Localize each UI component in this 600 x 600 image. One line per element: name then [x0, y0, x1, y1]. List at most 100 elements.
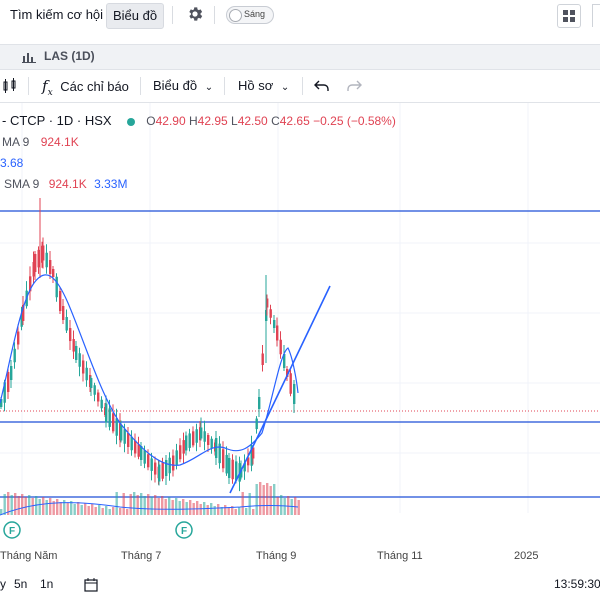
- close-label: C: [271, 114, 280, 128]
- candle-body: [59, 291, 62, 311]
- candle-body: [3, 382, 6, 403]
- volume-bar: [66, 503, 69, 515]
- candle-body: [185, 435, 188, 451]
- candle-style-icon[interactable]: [2, 78, 18, 94]
- candle-body: [228, 458, 231, 478]
- grid-icon: [563, 10, 575, 22]
- x-axis: Tháng Năm Tháng 7 Tháng 9 Tháng 11 2025: [0, 548, 600, 566]
- candle-body: [207, 435, 210, 445]
- theme-toggle[interactable]: Sáng: [226, 6, 274, 24]
- volume-bar: [196, 501, 199, 515]
- candle-body: [200, 427, 203, 439]
- candle-body: [45, 252, 48, 268]
- candle-body: [100, 399, 103, 409]
- chart-tab[interactable]: Biểu đồ: [106, 3, 165, 29]
- open-value: 42.90: [155, 114, 186, 128]
- chart-tab-bar: LAS (1D): [0, 44, 600, 70]
- low-value: 42.50: [237, 114, 268, 128]
- candle-body: [255, 418, 258, 430]
- volume-bar: [0, 509, 3, 515]
- candle-body: [130, 436, 133, 451]
- sma-label: SMA 9: [4, 177, 40, 191]
- candle-body: [175, 450, 178, 465]
- volume-bar: [266, 483, 269, 515]
- volume-bar: [14, 493, 17, 515]
- profile-dropdown[interactable]: Hồ sơ ⌄: [238, 77, 289, 97]
- candle-body: [112, 413, 115, 432]
- volume-bar: [273, 484, 276, 515]
- candle-body: [82, 360, 85, 374]
- candle-body: [218, 443, 221, 464]
- volume-bar: [28, 495, 31, 515]
- ma-legend: MA 9 924.1K: [2, 135, 79, 149]
- candle-body: [286, 369, 289, 377]
- volume-bar: [136, 495, 139, 515]
- range-5d-button[interactable]: 5n: [14, 577, 28, 591]
- chart-tab-title[interactable]: LAS (1D): [44, 49, 95, 63]
- volume-bar: [98, 505, 101, 515]
- volume-bar: [185, 502, 188, 515]
- volume-bar: [84, 503, 87, 515]
- event-marker: [3, 521, 21, 539]
- volume-bar: [280, 495, 283, 515]
- candle-body: [42, 245, 45, 261]
- toolbar-divider: [302, 77, 303, 95]
- gear-icon[interactable]: [186, 5, 204, 23]
- candle-body: [225, 454, 228, 474]
- volume-bar: [143, 496, 146, 515]
- volume-bar: [154, 495, 157, 515]
- sma-volume-value: 924.1K: [48, 177, 87, 191]
- volume-bar: [70, 501, 73, 515]
- indicators-label: Các chỉ báo: [60, 79, 129, 94]
- x-tick-november: Tháng 11: [377, 550, 423, 562]
- calendar-range-icon[interactable]: [84, 578, 98, 592]
- clock-time: 13:59:30: [554, 577, 600, 591]
- market-status-dot: [126, 117, 135, 126]
- volume-bar: [122, 493, 125, 515]
- candle-body: [182, 440, 185, 454]
- redo-icon[interactable]: [346, 79, 362, 93]
- volume-bar: [52, 501, 55, 515]
- volume-bar: [164, 499, 167, 515]
- range-1y-button[interactable]: 1n: [40, 577, 54, 591]
- undo-icon[interactable]: [314, 79, 330, 93]
- candle-body: [266, 298, 269, 308]
- volume-bar: [175, 498, 178, 515]
- candle-body: [105, 403, 108, 423]
- volume-bar: [10, 495, 13, 515]
- volume-bar: [129, 494, 132, 515]
- candle-body: [158, 464, 161, 482]
- chart-type-label: Biểu đồ: [153, 78, 198, 93]
- volume-bar: [206, 505, 209, 515]
- toolbar-divider: [140, 77, 141, 95]
- candle-body: [29, 276, 32, 292]
- volume-average-line: [0, 502, 299, 516]
- candle-body: [140, 446, 143, 460]
- volume-bar: [157, 498, 160, 515]
- volume-bar: [283, 498, 286, 515]
- volume-bar: [105, 506, 108, 515]
- candle-body: [120, 425, 123, 441]
- range-1d-button[interactable]: y: [0, 577, 6, 591]
- candle-body: [293, 384, 296, 404]
- volume-bar: [91, 504, 94, 515]
- chart-type-dropdown[interactable]: Biểu đồ ⌄: [153, 77, 213, 97]
- candle-body: [188, 433, 191, 448]
- volume-bar: [77, 502, 80, 515]
- candle-body: [283, 354, 286, 368]
- opportunity-search-tab[interactable]: Tìm kiếm cơ hội: [10, 7, 104, 22]
- candle-body: [49, 260, 52, 274]
- volume-bar: [241, 492, 244, 515]
- volume-bar: [255, 484, 258, 515]
- volume-bar: [112, 507, 115, 515]
- candle-body: [195, 429, 198, 443]
- volume-bar: [133, 492, 136, 515]
- volume-bar: [238, 507, 241, 515]
- layout-grid-button[interactable]: [557, 4, 581, 28]
- candle-body: [143, 450, 146, 464]
- volume-bar: [259, 482, 262, 515]
- chevron-down-icon: ⌄: [280, 82, 290, 93]
- indicators-button[interactable]: fx Các chỉ báo: [42, 77, 129, 102]
